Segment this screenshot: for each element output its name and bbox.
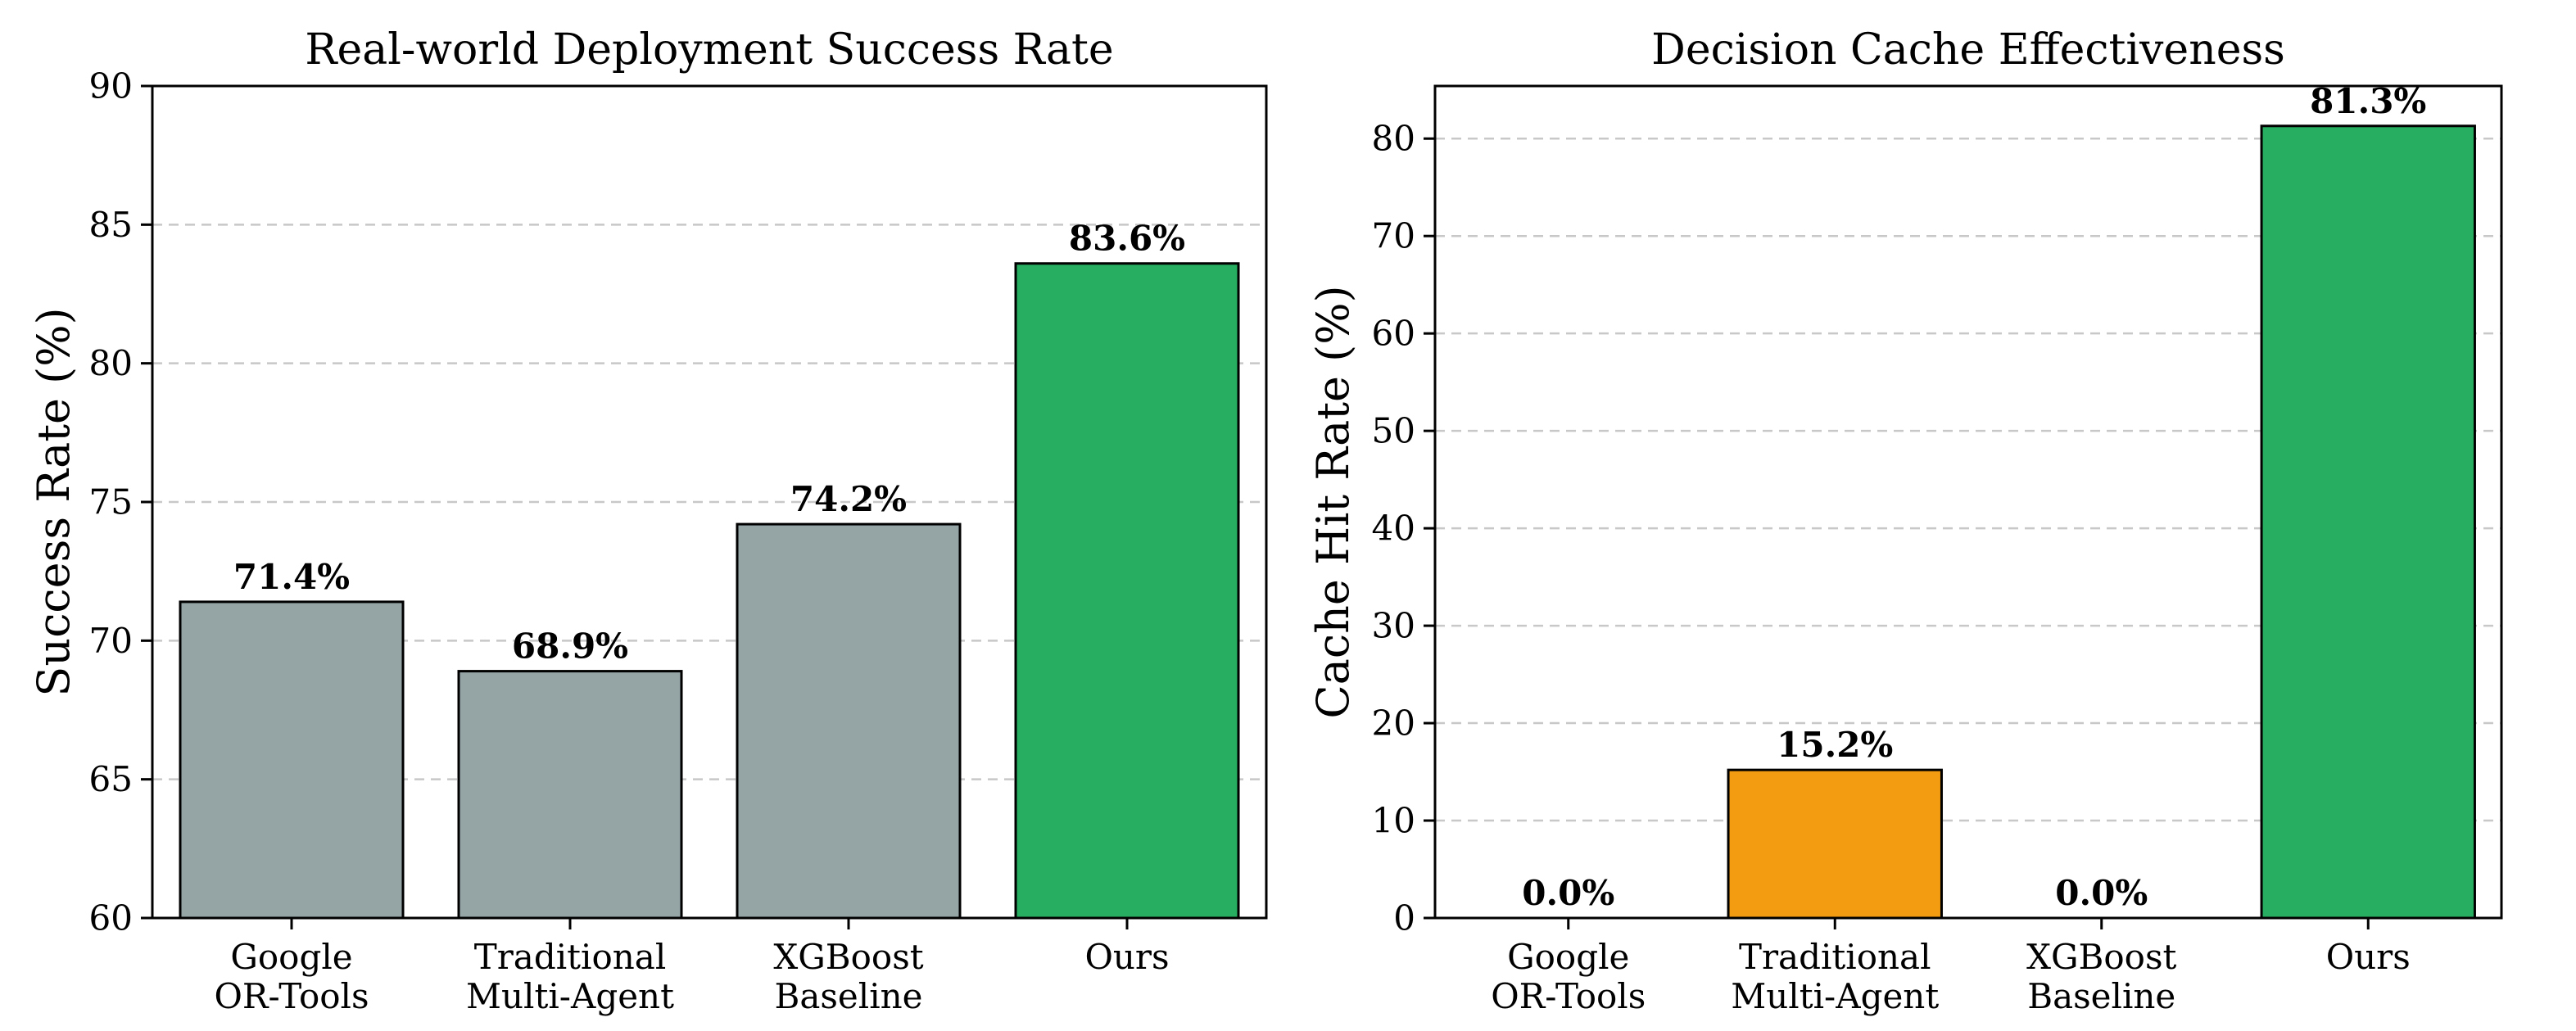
y-tick-label: 0 — [1393, 898, 1415, 938]
y-tick-label: 80 — [1372, 119, 1415, 159]
bar — [736, 522, 962, 920]
x-tick-label: Ours — [2326, 937, 2411, 977]
success-rate-chart: Real-world Deployment Success Rate Succe… — [28, 25, 1268, 1016]
y-tick-label: 75 — [89, 482, 133, 522]
x-tick-label: XGBoost — [2026, 937, 2176, 977]
y-tick-label: 40 — [1372, 509, 1415, 549]
y-axis-label: Cache Hit Rate (%) — [1307, 285, 1359, 718]
value-label: 74.2% — [790, 479, 907, 519]
value-label: 0.0% — [1522, 873, 1614, 913]
value-labels: 0.0% 15.2% 0.0% 81.3% — [1522, 81, 2426, 913]
y-ticks: 60 65 70 75 80 85 90 — [89, 66, 152, 938]
x-tick-label: Traditional — [1739, 937, 1931, 977]
bars — [1727, 124, 2476, 920]
y-tick-label: 85 — [89, 205, 133, 245]
value-label: 15.2% — [1777, 725, 1893, 765]
y-tick-label: 60 — [1372, 314, 1415, 354]
y-tick-label: 60 — [89, 898, 133, 938]
x-tick-label: Multi-Agent — [1731, 976, 1939, 1016]
value-label: 83.6% — [1069, 219, 1185, 259]
y-tick-label: 70 — [1372, 216, 1415, 256]
y-axis-label: Success Rate (%) — [28, 307, 79, 696]
y-tick-label: 80 — [89, 343, 133, 383]
y-tick-label: 90 — [89, 66, 133, 106]
y-ticks: 0 10 20 30 40 50 60 70 80 — [1372, 119, 1435, 938]
y-tick-label: 10 — [1372, 801, 1415, 841]
x-tick-label: XGBoost — [773, 937, 923, 977]
x-tick-label: OR-Tools — [1491, 976, 1646, 1016]
cache-hit-rate-chart: Decision Cache Effectiveness Cache Hit R… — [1307, 25, 2503, 1016]
x-tick-label: Google — [230, 937, 352, 977]
plot-frame — [1433, 84, 2503, 920]
y-tick-label: 65 — [89, 759, 133, 799]
x-tick-label: Traditional — [474, 937, 667, 977]
value-label: 68.9% — [512, 626, 628, 667]
bars — [179, 262, 1240, 920]
value-labels: 71.4% 68.9% 74.2% 83.6% — [233, 219, 1185, 667]
x-tick-label: Multi-Agent — [466, 976, 674, 1016]
bar — [457, 670, 683, 920]
x-tick-label: Ours — [1084, 937, 1169, 977]
x-tick-label: Baseline — [774, 976, 922, 1016]
bar — [179, 600, 405, 920]
value-label: 0.0% — [2055, 873, 2148, 913]
plot-frame — [151, 84, 1268, 920]
chart-title: Decision Cache Effectiveness — [1651, 25, 2285, 75]
chart-title: Real-world Deployment Success Rate — [305, 25, 1113, 75]
x-tick-label: Baseline — [2027, 976, 2175, 1016]
value-label: 71.4% — [233, 557, 350, 597]
y-tick-label: 20 — [1372, 703, 1415, 744]
value-label: 81.3% — [2310, 81, 2426, 121]
y-tick-label: 30 — [1372, 606, 1415, 646]
bar — [2260, 124, 2476, 920]
x-tick-label: OR-Tools — [214, 976, 369, 1016]
x-tick-label: Google — [1507, 937, 1629, 977]
y-tick-label: 50 — [1372, 411, 1415, 451]
bar — [1727, 768, 1943, 920]
y-tick-label: 70 — [89, 621, 133, 661]
bar — [1014, 262, 1240, 920]
